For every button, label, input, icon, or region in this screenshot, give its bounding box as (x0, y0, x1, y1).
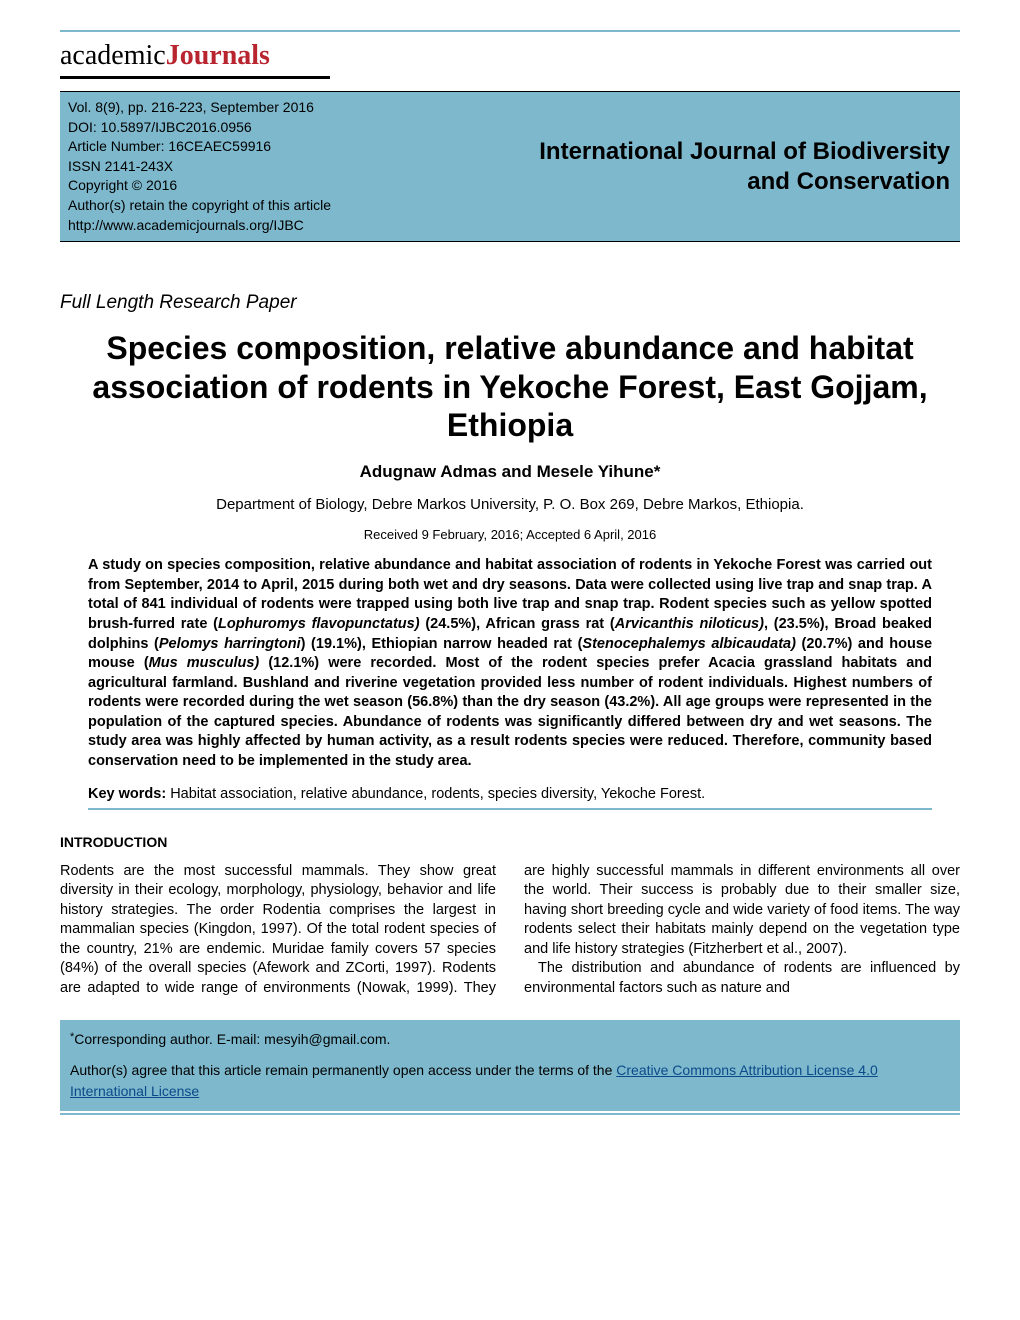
keywords-text: Habitat association, relative abundance,… (166, 786, 705, 802)
species-1: Lophuromys flavopunctatus) (218, 616, 420, 632)
abstract-text-2: (24.5%), African grass rat ( (420, 616, 615, 632)
journal-line1: International Journal of Biodiversity (539, 138, 950, 165)
paper-type: Full Length Research Paper (60, 292, 960, 314)
keywords-divider (88, 808, 932, 810)
header-journal-name: International Journal of Biodiversity an… (440, 92, 960, 242)
corr-text: Corresponding author. E-mail: mesyih@gma… (74, 1031, 390, 1047)
header-meta-left: Vol. 8(9), pp. 216-223, September 2016 D… (60, 92, 440, 242)
top-divider (60, 30, 960, 32)
species-3: Pelomys harringtoni (159, 636, 301, 652)
species-4: Stenocephalemys albicaudata) (582, 636, 796, 652)
copyright: Copyright © 2016 (68, 176, 432, 196)
abstract: A study on species composition, relative… (60, 556, 960, 771)
authors: Adugnaw Admas and Mesele Yihune* (60, 462, 960, 482)
license-pre: Author(s) agree that this article remain… (70, 1062, 616, 1078)
introduction-heading: INTRODUCTION (60, 834, 960, 850)
footer-spacer (70, 1050, 950, 1060)
article-number: Article Number: 16CEAEC59916 (68, 137, 432, 157)
publisher-logo: academicJournals (60, 40, 960, 72)
keywords-label: Key words: (88, 786, 166, 802)
logo-part1: academic (60, 40, 166, 71)
issn: ISSN 2141-243X (68, 157, 432, 177)
introduction-body: Rodents are the most successful mammals.… (60, 862, 960, 999)
received-accepted-dates: Received 9 February, 2016; Accepted 6 Ap… (60, 527, 960, 542)
species-2: Arvicanthis niloticus) (615, 616, 764, 632)
footer-box: *Corresponding author. E-mail: mesyih@gm… (60, 1020, 960, 1111)
retain-line: Author(s) retain the copyright of this a… (68, 196, 432, 216)
affiliation: Department of Biology, Debre Markos Univ… (60, 496, 960, 513)
corresponding-author: *Corresponding author. E-mail: mesyih@gm… (70, 1029, 950, 1050)
vol-line: Vol. 8(9), pp. 216-223, September 2016 (68, 98, 432, 118)
logo-underline (60, 76, 330, 79)
abstract-text-4: ) (19.1%), Ethiopian narrow headed rat ( (301, 636, 583, 652)
header-banner: Vol. 8(9), pp. 216-223, September 2016 D… (60, 91, 960, 242)
doi-line: DOI: 10.5897/IJBC2016.0956 (68, 118, 432, 138)
species-5: Mus musculus) (149, 655, 260, 671)
keywords: Key words: Habitat association, relative… (60, 786, 960, 802)
bottom-divider (60, 1113, 960, 1115)
journal-url: http://www.academicjournals.org/IJBC (68, 216, 432, 236)
journal-line2: and Conservation (747, 168, 950, 195)
article-title: Species composition, relative abundance … (60, 329, 960, 444)
logo-part2: Journals (166, 40, 270, 71)
license-line: Author(s) agree that this article remain… (70, 1060, 950, 1102)
intro-para-2: The distribution and abundance of rodent… (524, 959, 960, 998)
abstract-text-6: (12.1%) were recorded. Most of the roden… (88, 655, 932, 769)
